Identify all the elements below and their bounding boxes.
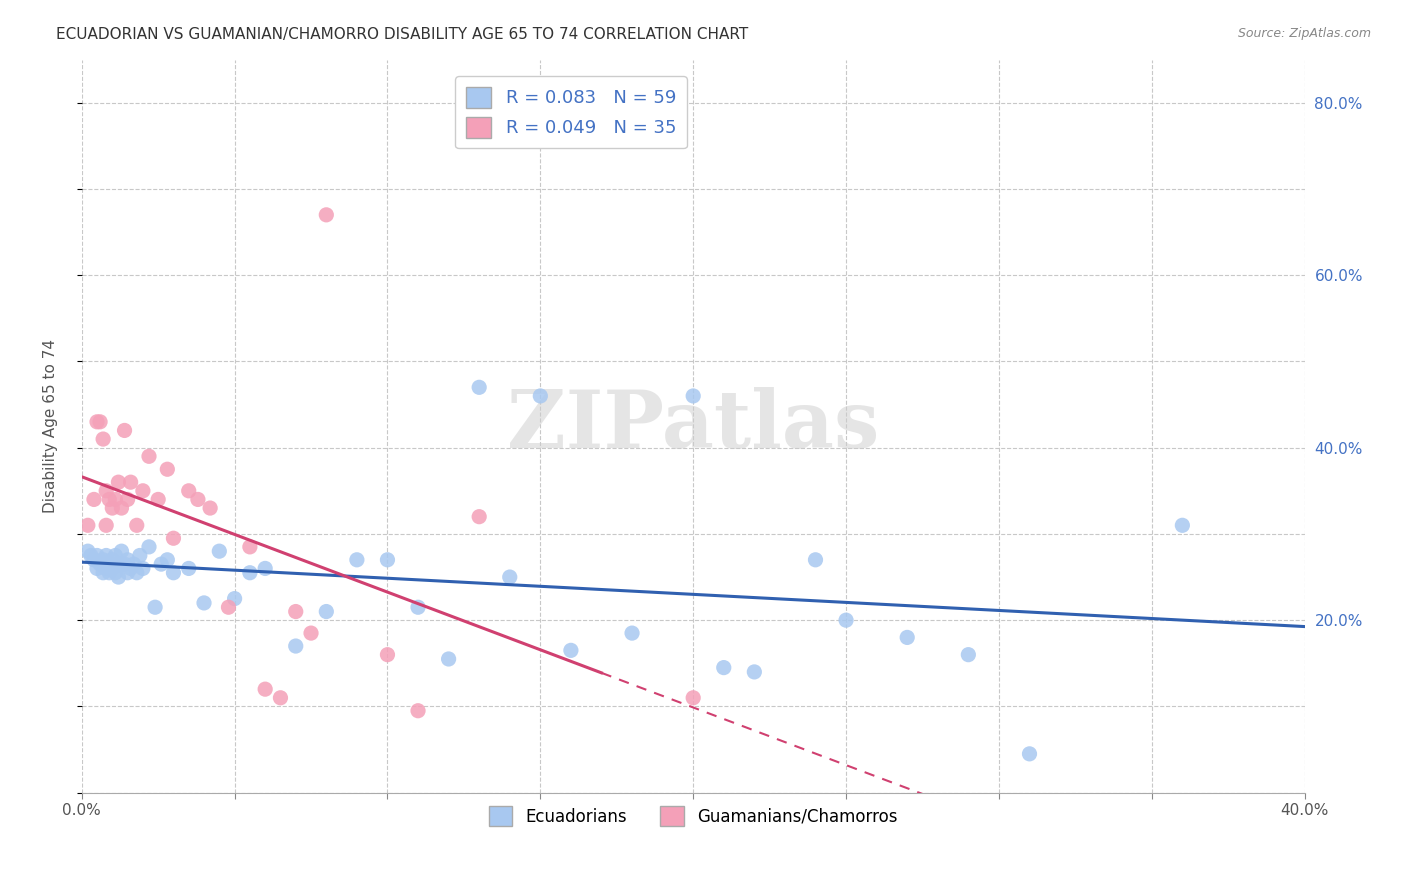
Point	[104, 549, 127, 563]
Point	[96, 549, 118, 563]
Point	[560, 643, 582, 657]
Point	[117, 553, 139, 567]
Point	[132, 561, 155, 575]
Point	[1018, 747, 1040, 761]
Point	[128, 549, 150, 563]
Point	[254, 561, 277, 575]
Point	[315, 208, 337, 222]
Point	[98, 492, 121, 507]
Point	[177, 561, 200, 575]
Point	[76, 518, 98, 533]
Point	[713, 660, 735, 674]
Point	[107, 475, 129, 490]
Point	[299, 626, 322, 640]
Point	[284, 605, 307, 619]
Point	[198, 501, 221, 516]
Point	[110, 501, 132, 516]
Point	[138, 540, 160, 554]
Point	[89, 557, 111, 571]
Point	[1171, 518, 1194, 533]
Point	[96, 483, 118, 498]
Point	[208, 544, 231, 558]
Point	[101, 553, 124, 567]
Point	[269, 690, 291, 705]
Point	[254, 682, 277, 697]
Point	[114, 557, 136, 571]
Point	[122, 557, 145, 571]
Point	[80, 549, 103, 563]
Point	[86, 415, 108, 429]
Point	[224, 591, 246, 606]
Point	[468, 509, 491, 524]
Point	[125, 566, 148, 580]
Point	[117, 566, 139, 580]
Point	[132, 483, 155, 498]
Point	[86, 561, 108, 575]
Point	[91, 432, 114, 446]
Point	[101, 561, 124, 575]
Point	[120, 475, 142, 490]
Point	[107, 570, 129, 584]
Point	[114, 424, 136, 438]
Point	[156, 553, 179, 567]
Point	[104, 566, 127, 580]
Point	[804, 553, 827, 567]
Point	[162, 566, 184, 580]
Point	[529, 389, 551, 403]
Point	[315, 605, 337, 619]
Point	[468, 380, 491, 394]
Point	[406, 704, 429, 718]
Point	[406, 600, 429, 615]
Point	[218, 600, 240, 615]
Point	[89, 415, 111, 429]
Point	[96, 518, 118, 533]
Point	[86, 549, 108, 563]
Point	[120, 561, 142, 575]
Point	[156, 462, 179, 476]
Point	[98, 557, 121, 571]
Point	[239, 566, 262, 580]
Point	[104, 492, 127, 507]
Point	[187, 492, 209, 507]
Point	[835, 613, 858, 627]
Point	[682, 389, 704, 403]
Point	[117, 492, 139, 507]
Point	[437, 652, 460, 666]
Point	[107, 557, 129, 571]
Text: ECUADORIAN VS GUAMANIAN/CHAMORRO DISABILITY AGE 65 TO 74 CORRELATION CHART: ECUADORIAN VS GUAMANIAN/CHAMORRO DISABIL…	[56, 27, 748, 42]
Point	[896, 631, 918, 645]
Point	[377, 648, 399, 662]
Point	[143, 600, 166, 615]
Point	[83, 492, 105, 507]
Point	[91, 553, 114, 567]
Point	[101, 501, 124, 516]
Point	[239, 540, 262, 554]
Point	[621, 626, 644, 640]
Point	[110, 557, 132, 571]
Legend: Ecuadorians, Guamanians/Chamorros: Ecuadorians, Guamanians/Chamorros	[479, 797, 908, 836]
Point	[499, 570, 522, 584]
Point	[96, 561, 118, 575]
Point	[146, 492, 169, 507]
Point	[377, 553, 399, 567]
Point	[98, 566, 121, 580]
Point	[76, 544, 98, 558]
Point	[284, 639, 307, 653]
Point	[193, 596, 215, 610]
Y-axis label: Disability Age 65 to 74: Disability Age 65 to 74	[44, 339, 58, 513]
Point	[346, 553, 368, 567]
Point	[125, 518, 148, 533]
Point	[138, 450, 160, 464]
Point	[957, 648, 980, 662]
Point	[83, 553, 105, 567]
Point	[162, 531, 184, 545]
Point	[110, 544, 132, 558]
Point	[177, 483, 200, 498]
Point	[150, 557, 173, 571]
Point	[682, 690, 704, 705]
Point	[91, 566, 114, 580]
Text: ZIPatlas: ZIPatlas	[508, 387, 879, 465]
Text: Source: ZipAtlas.com: Source: ZipAtlas.com	[1237, 27, 1371, 40]
Point	[744, 665, 766, 679]
